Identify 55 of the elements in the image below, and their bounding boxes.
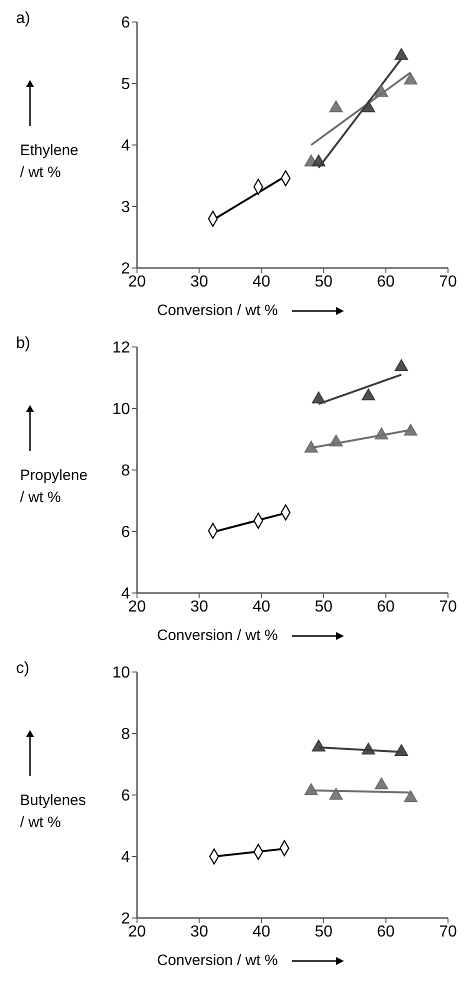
- point: [312, 154, 326, 166]
- point: [304, 440, 318, 453]
- y-tick-label: 10: [112, 664, 130, 682]
- x-tick-label: 50: [314, 923, 333, 940]
- x-tick-label: 40: [252, 923, 270, 940]
- x-tick-label: 20: [128, 923, 146, 940]
- point: [329, 100, 343, 112]
- y-axis-title: Propylene / wt %: [20, 466, 89, 508]
- point: [404, 72, 418, 85]
- x-tick-label: 50: [314, 598, 333, 616]
- chart-title: c): [16, 660, 30, 678]
- y-tick-label: 6: [121, 14, 130, 32]
- y-tick-label: 6: [121, 788, 130, 805]
- point: [362, 100, 376, 112]
- y-tick-label: 5: [121, 76, 130, 94]
- y-tick-label: 8: [121, 726, 130, 744]
- x-axis-title: Conversion / wt %: [157, 627, 279, 644]
- point: [394, 359, 408, 372]
- x-tick-label: 30: [190, 273, 208, 290]
- chart-title: b): [16, 335, 30, 353]
- y-tick-label: 3: [121, 199, 130, 216]
- x-tick-label: 30: [190, 598, 208, 616]
- x-tick-label: 60: [376, 273, 395, 290]
- x-tick-label: 40: [252, 598, 270, 616]
- point: [374, 85, 388, 97]
- x-tick-label: 20: [128, 273, 146, 290]
- x-tick-label: 60: [376, 598, 395, 616]
- point: [404, 424, 418, 436]
- point: [312, 392, 326, 404]
- y-tick-label: 6: [121, 524, 130, 542]
- y-tick-label: 10: [112, 401, 130, 418]
- y-axis-title: Butylenes / wt %: [20, 791, 87, 833]
- y-tick-label: 4: [121, 138, 130, 155]
- x-tick-label: 70: [439, 273, 457, 290]
- x-tick-label: 70: [439, 598, 457, 616]
- chart-title: a): [16, 10, 30, 28]
- x-tick-label: 30: [190, 923, 208, 940]
- x-tick-label: 40: [252, 273, 270, 290]
- point: [362, 388, 376, 400]
- point: [394, 48, 408, 60]
- x-tick-label: 60: [376, 923, 395, 940]
- y-tick-label: 2: [121, 260, 130, 278]
- x-tick-label: 20: [128, 598, 146, 616]
- y-axis-title: Ethylene / wt %: [20, 141, 80, 183]
- y-tick-label: 2: [121, 910, 130, 928]
- y-tick-label: 4: [121, 586, 130, 603]
- x-axis-title: Conversion / wt %: [157, 302, 279, 319]
- point: [374, 428, 388, 440]
- x-axis-title: Conversion / wt %: [157, 952, 279, 969]
- y-tick-label: 12: [112, 340, 130, 357]
- x-tick-label: 70: [439, 923, 457, 940]
- y-tick-label: 4: [121, 849, 130, 866]
- x-tick-label: 50: [314, 273, 333, 290]
- point: [329, 434, 343, 446]
- y-tick-label: 8: [121, 462, 130, 480]
